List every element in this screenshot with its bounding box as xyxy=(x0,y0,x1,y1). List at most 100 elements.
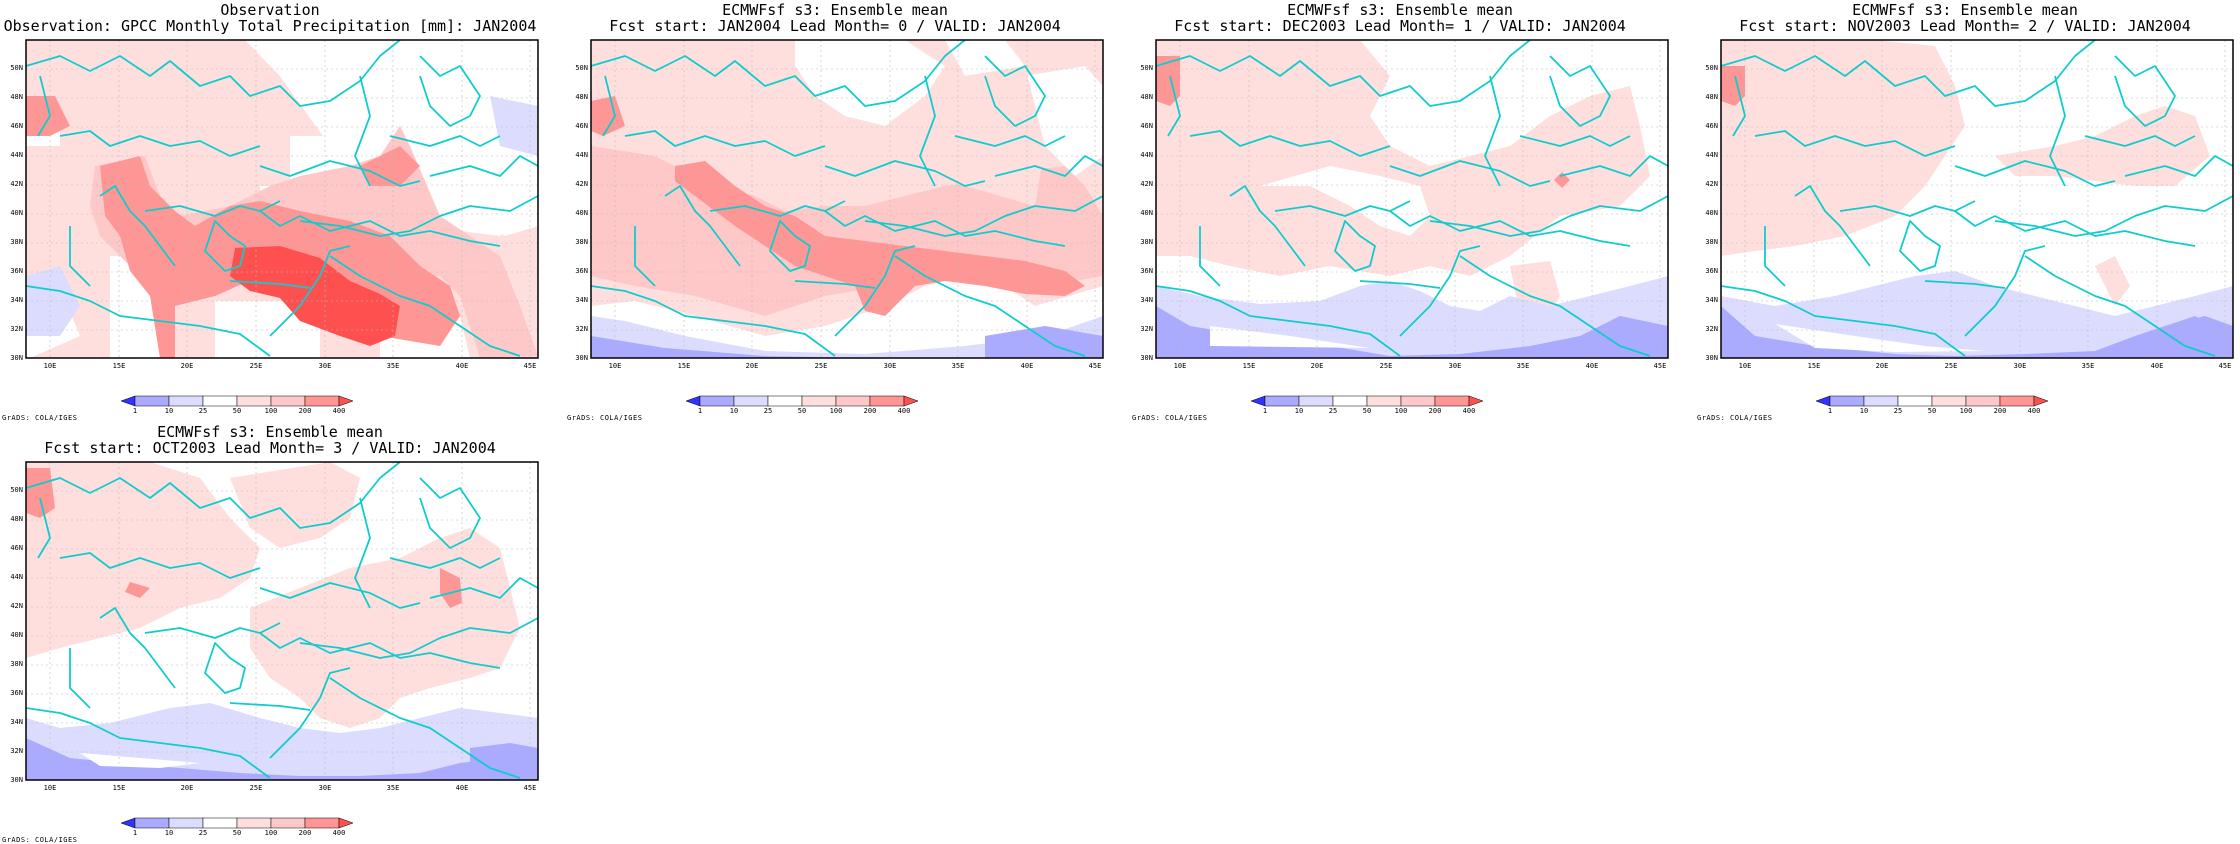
svg-text:45E: 45E xyxy=(1089,362,1102,370)
panel-subtitle: Fcst start: DEC2003 Lead Month= 1 / VALI… xyxy=(1174,17,1626,35)
svg-text:36N: 36N xyxy=(10,689,23,697)
color-legend: 1 10 25 50 100 200 400 xyxy=(1815,395,2049,414)
svg-text:25: 25 xyxy=(199,829,207,836)
svg-text:45E: 45E xyxy=(2219,362,2232,370)
svg-text:46N: 46N xyxy=(10,122,23,130)
svg-text:15E: 15E xyxy=(113,362,126,370)
svg-text:10E: 10E xyxy=(44,362,57,370)
grads-credit: GrADS: COLA/IGES xyxy=(2,836,78,844)
lon-ticks: 10E 15E 20E 25E 30E 35E 40E 45E xyxy=(1739,362,2232,370)
svg-text:200: 200 xyxy=(299,829,312,836)
coastlines xyxy=(1720,39,2234,357)
svg-text:30E: 30E xyxy=(319,784,332,792)
grads-credit: GrADS: COLA/IGES xyxy=(1132,414,1208,422)
grads-credit: GrADS: COLA/IGES xyxy=(2,414,78,422)
svg-text:42N: 42N xyxy=(1705,180,1718,188)
svg-text:100: 100 xyxy=(1960,407,1973,414)
svg-text:42N: 42N xyxy=(575,180,588,188)
svg-text:100: 100 xyxy=(830,407,843,414)
precipitation-map: 30N 32N 34N 36N 38N 40N 42N 44N 46N 48N … xyxy=(10,39,539,370)
svg-text:44N: 44N xyxy=(10,151,23,159)
map-panel: ECMWFsf s3: Ensemble mean Fcst start: OC… xyxy=(0,422,540,844)
shaded-fields xyxy=(1721,40,2233,358)
svg-text:46N: 46N xyxy=(575,122,588,130)
svg-text:42N: 42N xyxy=(1140,180,1153,188)
svg-text:46N: 46N xyxy=(10,544,23,552)
lon-ticks: 10E 15E 20E 25E 30E 35E 40E 45E xyxy=(44,784,537,792)
svg-text:400: 400 xyxy=(898,407,911,414)
color-legend: 1 10 25 50 100 200 400 xyxy=(1250,395,1484,414)
svg-text:15E: 15E xyxy=(113,784,126,792)
grid-lines xyxy=(1721,40,2233,358)
lon-ticks: 10E 15E 20E 25E 30E 35E 40E 45E xyxy=(609,362,1102,370)
svg-text:200: 200 xyxy=(1429,407,1442,414)
panel-title: ECMWFsf s3: Ensemble mean xyxy=(1287,1,1513,19)
svg-text:34N: 34N xyxy=(10,296,23,304)
svg-text:50: 50 xyxy=(1928,407,1936,414)
svg-text:34N: 34N xyxy=(1140,296,1153,304)
color-legend: 1 10 25 50 100 200 400 xyxy=(120,395,354,414)
svg-text:20E: 20E xyxy=(181,784,194,792)
svg-text:32N: 32N xyxy=(1140,325,1153,333)
svg-text:36N: 36N xyxy=(1140,267,1153,275)
svg-text:50: 50 xyxy=(233,829,241,836)
svg-text:44N: 44N xyxy=(1705,151,1718,159)
svg-text:10: 10 xyxy=(730,407,738,414)
lon-ticks: 10E 15E 20E 25E 30E 35E 40E 45E xyxy=(1174,362,1667,370)
svg-text:35E: 35E xyxy=(2082,362,2095,370)
svg-text:50: 50 xyxy=(233,407,241,414)
precipitation-map: 30N 32N 34N 36N 38N 40N 42N 44N 46N 48N … xyxy=(1705,39,2234,370)
svg-text:40E: 40E xyxy=(456,362,469,370)
coastlines xyxy=(590,39,1104,357)
svg-text:15E: 15E xyxy=(678,362,691,370)
svg-text:40N: 40N xyxy=(10,209,23,217)
panel-title: ECMWFsf s3: Ensemble mean xyxy=(1852,1,2078,19)
svg-text:30N: 30N xyxy=(10,354,23,362)
svg-text:10E: 10E xyxy=(609,362,622,370)
precipitation-map: 30N 32N 34N 36N 38N 40N 42N 44N 46N 48N … xyxy=(10,461,539,792)
panel-subtitle: Fcst start: JAN2004 Lead Month= 0 / VALI… xyxy=(609,17,1061,35)
panel-title: ECMWFsf s3: Ensemble mean xyxy=(722,1,948,19)
svg-text:32N: 32N xyxy=(575,325,588,333)
svg-text:48N: 48N xyxy=(1140,93,1153,101)
svg-text:32N: 32N xyxy=(10,747,23,755)
svg-text:25E: 25E xyxy=(815,362,828,370)
svg-text:25: 25 xyxy=(1894,407,1902,414)
svg-text:46N: 46N xyxy=(1140,122,1153,130)
svg-text:1: 1 xyxy=(1828,407,1832,414)
svg-text:35E: 35E xyxy=(1517,362,1530,370)
svg-text:46N: 46N xyxy=(1705,122,1718,130)
svg-text:45E: 45E xyxy=(1654,362,1667,370)
svg-text:50: 50 xyxy=(798,407,806,414)
svg-text:400: 400 xyxy=(1463,407,1476,414)
grads-credit: GrADS: COLA/IGES xyxy=(567,414,643,422)
lat-ticks: 30N 32N 34N 36N 38N 40N 42N 44N 46N 48N … xyxy=(10,64,23,362)
svg-text:10: 10 xyxy=(1860,407,1868,414)
svg-text:50N: 50N xyxy=(1140,64,1153,72)
svg-text:30E: 30E xyxy=(319,362,332,370)
svg-text:10: 10 xyxy=(165,407,173,414)
svg-text:30E: 30E xyxy=(2014,362,2027,370)
svg-text:34N: 34N xyxy=(575,296,588,304)
grads-credit: GrADS: COLA/IGES xyxy=(1697,414,1773,422)
svg-text:400: 400 xyxy=(333,407,346,414)
svg-text:35E: 35E xyxy=(387,784,400,792)
svg-text:40E: 40E xyxy=(2151,362,2164,370)
svg-text:200: 200 xyxy=(1994,407,2007,414)
map-panel: ECMWFsf s3: Ensemble mean Fcst start: JA… xyxy=(565,0,1105,422)
svg-text:15E: 15E xyxy=(1243,362,1256,370)
lon-ticks: 10E 15E 20E 25E 30E 35E 40E 45E xyxy=(44,362,537,370)
svg-text:20E: 20E xyxy=(1876,362,1889,370)
svg-text:20E: 20E xyxy=(746,362,759,370)
svg-text:38N: 38N xyxy=(10,238,23,246)
coastlines xyxy=(1155,39,1669,357)
lat-ticks: 30N 32N 34N 36N 38N 40N 42N 44N 46N 48N … xyxy=(10,486,23,784)
svg-text:30N: 30N xyxy=(10,776,23,784)
svg-text:30N: 30N xyxy=(1140,354,1153,362)
svg-text:40E: 40E xyxy=(1586,362,1599,370)
svg-text:40N: 40N xyxy=(1140,209,1153,217)
svg-text:400: 400 xyxy=(333,829,346,836)
svg-text:32N: 32N xyxy=(1705,325,1718,333)
svg-text:36N: 36N xyxy=(10,267,23,275)
svg-text:42N: 42N xyxy=(10,180,23,188)
